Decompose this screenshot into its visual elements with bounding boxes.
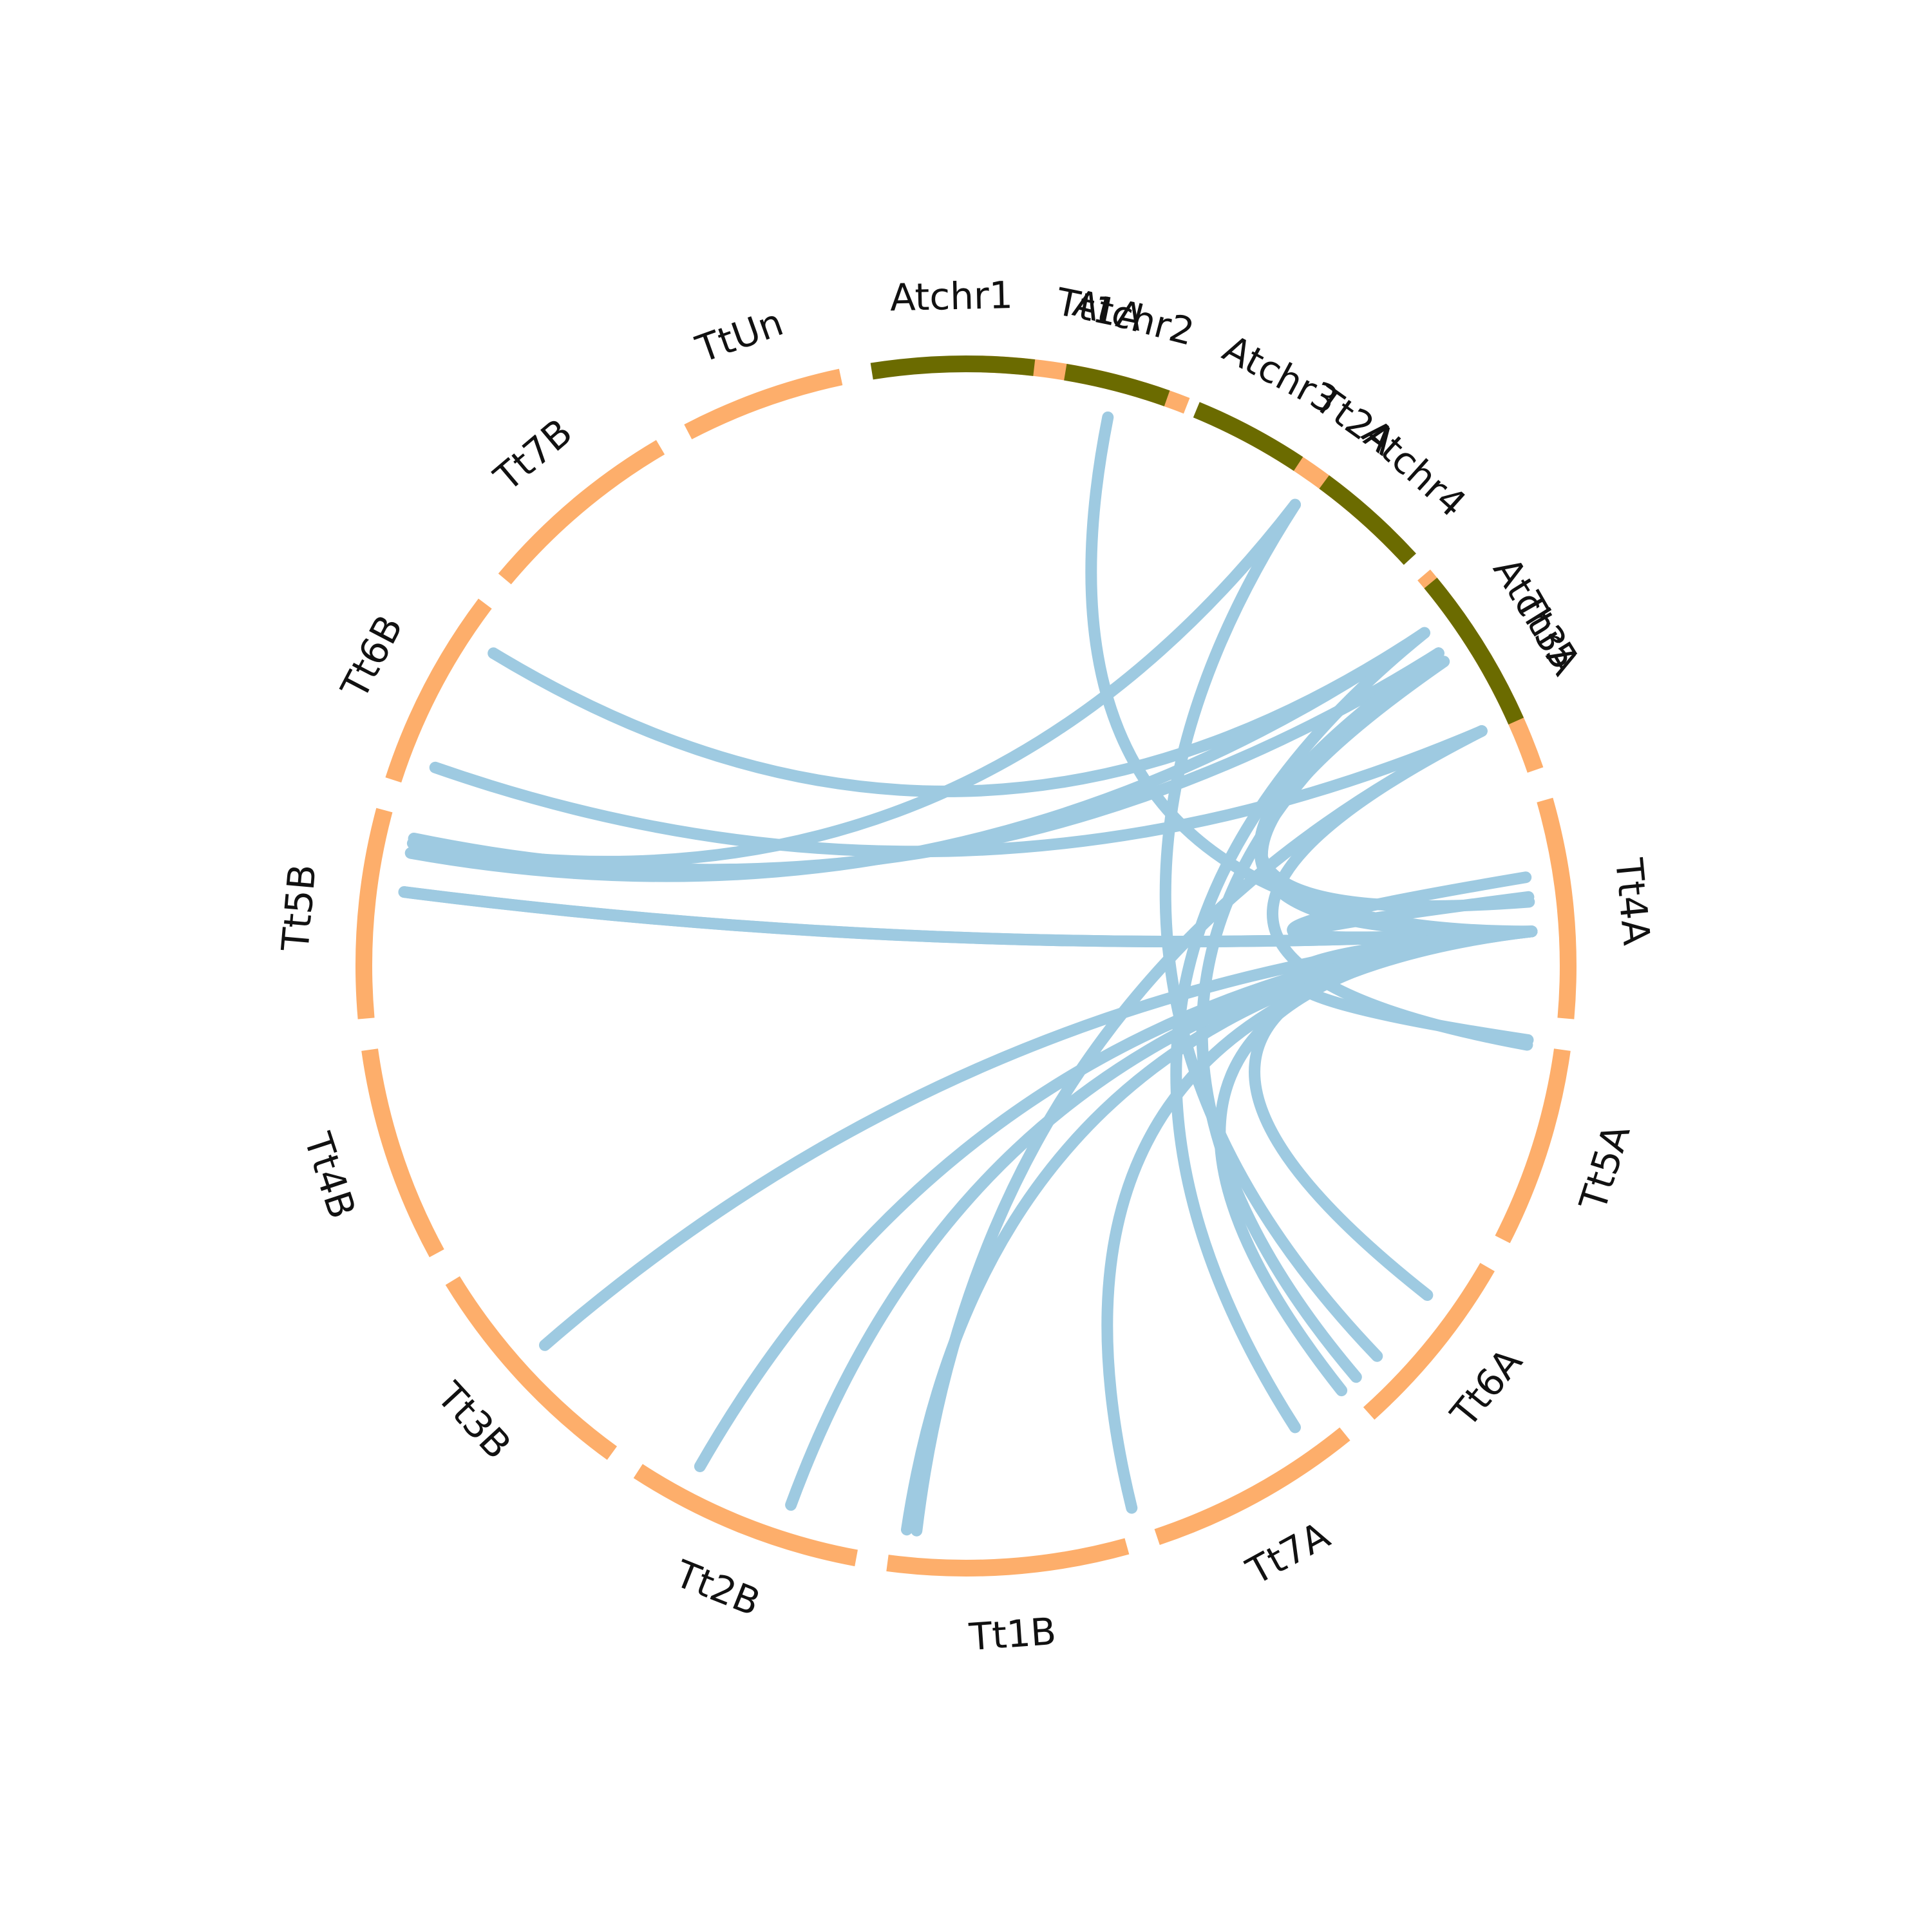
chromosome-arc-tt5b xyxy=(355,808,393,1019)
chromosome-arc-atchr5 xyxy=(1424,578,1524,724)
link-atchr5-tt1a-25 xyxy=(1085,412,1538,938)
chromosome-label-tt7a: Tt7A xyxy=(1239,1513,1337,1593)
chromosome-label-ttun: TtUn xyxy=(690,300,789,372)
chromosome-label-tt4b: Tt4B xyxy=(296,1127,365,1224)
chromosome-label-atchr2: Atchr2 xyxy=(1069,281,1199,354)
chromosome-arc-tt2b xyxy=(633,1464,858,1567)
link-atchr5-tt5a-20 xyxy=(1286,925,1538,1046)
chromosome-arc-tt4a xyxy=(1537,797,1577,1019)
link-atchr2-tt5b-3 xyxy=(404,627,1430,882)
chromosome-arc-tt6a xyxy=(1363,1262,1495,1420)
chromosome-label-tt5b: Tt5B xyxy=(273,862,325,953)
chromosome-label-tt2b: Tt2B xyxy=(668,1551,766,1625)
chromosome-arc-tt7a xyxy=(1154,1427,1350,1546)
chromosome-label-tt3b: Tt3B xyxy=(428,1374,520,1468)
link-atchr4-ttun-8 xyxy=(429,725,1488,858)
chromosome-arc-tt7b xyxy=(498,440,665,585)
chromosome-arc-tt3b xyxy=(445,1276,618,1460)
chromosome-label-tt4a: Tt4A xyxy=(1607,856,1659,947)
link-atchr5-tt4a-22 xyxy=(1287,871,1538,943)
chromosome-arc-atchr4 xyxy=(1319,475,1416,565)
chromosome-label-tt5a: Tt5A xyxy=(1571,1119,1639,1216)
chromosome-label-atchr1: Atchr1 xyxy=(889,273,1013,319)
chromosome-label-tt1b: Tt1B xyxy=(967,1609,1057,1659)
chromosome-label-atchr3: Atchr3 xyxy=(1216,327,1345,423)
chromosome-arc-atchr2 xyxy=(1064,363,1170,406)
chromosome-arc-atchr3 xyxy=(1193,402,1303,471)
chromosome-labels: Tt1ATt2ATt3ATt4ATt5ATt6ATt7ATt1BTt2BTt3B… xyxy=(273,273,1658,1659)
chromosome-label-tt6b: Tt6B xyxy=(332,608,412,706)
chromosome-label-atchr4: Atchr4 xyxy=(1354,411,1474,526)
chromosome-arc-tt5a xyxy=(1495,1048,1571,1244)
chromosome-arc-ttun xyxy=(684,368,843,440)
chromosome-arcs xyxy=(355,355,1577,1577)
links-layer xyxy=(398,412,1538,1537)
link-atchr3-tt5b-5 xyxy=(408,647,1444,876)
chromosome-arc-tt1b xyxy=(886,1538,1130,1577)
chromosome-label-tt7b: Tt7B xyxy=(486,410,581,500)
chromosome-label-tt6a: Tt6A xyxy=(1442,1340,1531,1435)
chromosome-arc-tt4b xyxy=(361,1048,444,1258)
link-atchr2-tt7a-4 xyxy=(1170,627,1430,1434)
link-atchr5-tt6a-19 xyxy=(1249,925,1538,1301)
chromosome-label-atchr5: Atchr5 xyxy=(1484,550,1586,677)
chromosome-arc-atchr1 xyxy=(870,355,1036,380)
chromosome-arc-tt6b xyxy=(385,598,492,783)
